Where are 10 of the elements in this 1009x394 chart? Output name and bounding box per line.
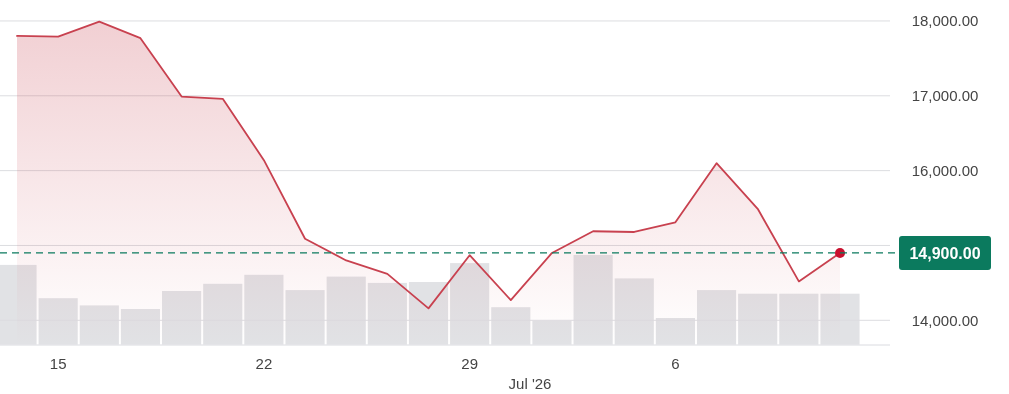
ref-line-label: 14,900.00 (909, 244, 981, 262)
y-tick-label: 14,000.00 (911, 311, 979, 329)
x-tick-label: 22 (255, 355, 273, 372)
x-tick-label: 29 (461, 355, 478, 372)
y-tick-label: 18,000.00 (911, 12, 979, 30)
x-tick-label: 6 (671, 355, 680, 372)
y-tick-label: 16,000.00 (911, 161, 979, 179)
text: Jul '26 (508, 375, 552, 392)
x-tick-label: 15 (49, 355, 67, 372)
y-tick-label: 17,000.00 (911, 87, 979, 105)
